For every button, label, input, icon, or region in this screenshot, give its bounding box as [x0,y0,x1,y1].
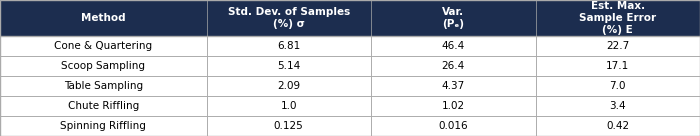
Bar [371,76,536,96]
Text: Est. Max.
Sample Error
(%) E: Est. Max. Sample Error (%) E [579,1,657,35]
Text: 7.0: 7.0 [610,81,626,91]
Bar [536,56,700,76]
Text: Std. Dev. of Samples
(%) σ: Std. Dev. of Samples (%) σ [228,7,350,29]
Text: 1.0: 1.0 [281,101,297,111]
Text: Var.
(Pₑ): Var. (Pₑ) [442,7,464,29]
Bar [536,36,700,56]
Bar [206,56,371,76]
Text: 5.14: 5.14 [277,61,300,71]
Bar [536,0,700,36]
Text: 2.09: 2.09 [277,81,300,91]
Text: 26.4: 26.4 [442,61,465,71]
Text: Scoop Sampling: Scoop Sampling [62,61,146,71]
Bar [206,36,371,56]
Bar [371,96,536,116]
Bar [0,0,206,36]
Text: Spinning Riffling: Spinning Riffling [60,121,146,131]
Text: 1.02: 1.02 [442,101,465,111]
Bar [0,76,206,96]
Text: 22.7: 22.7 [606,41,629,51]
Text: Cone & Quartering: Cone & Quartering [54,41,153,51]
Bar [206,0,371,36]
Text: 0.016: 0.016 [438,121,468,131]
Bar [371,36,536,56]
Text: 6.81: 6.81 [277,41,300,51]
Text: 4.37: 4.37 [442,81,465,91]
Bar [536,76,700,96]
Text: Table Sampling: Table Sampling [64,81,143,91]
Text: Chute Riffling: Chute Riffling [68,101,139,111]
Text: 0.125: 0.125 [274,121,304,131]
Bar [206,96,371,116]
Text: 0.42: 0.42 [606,121,629,131]
Text: 46.4: 46.4 [442,41,465,51]
Bar [536,116,700,136]
Bar [0,56,206,76]
Bar [206,116,371,136]
Text: 3.4: 3.4 [610,101,626,111]
Bar [0,36,206,56]
Bar [371,116,536,136]
Text: 17.1: 17.1 [606,61,629,71]
Bar [371,56,536,76]
Bar [0,96,206,116]
Bar [536,96,700,116]
Bar [206,76,371,96]
Bar [0,116,206,136]
Text: Method: Method [81,13,125,23]
Bar [371,0,536,36]
